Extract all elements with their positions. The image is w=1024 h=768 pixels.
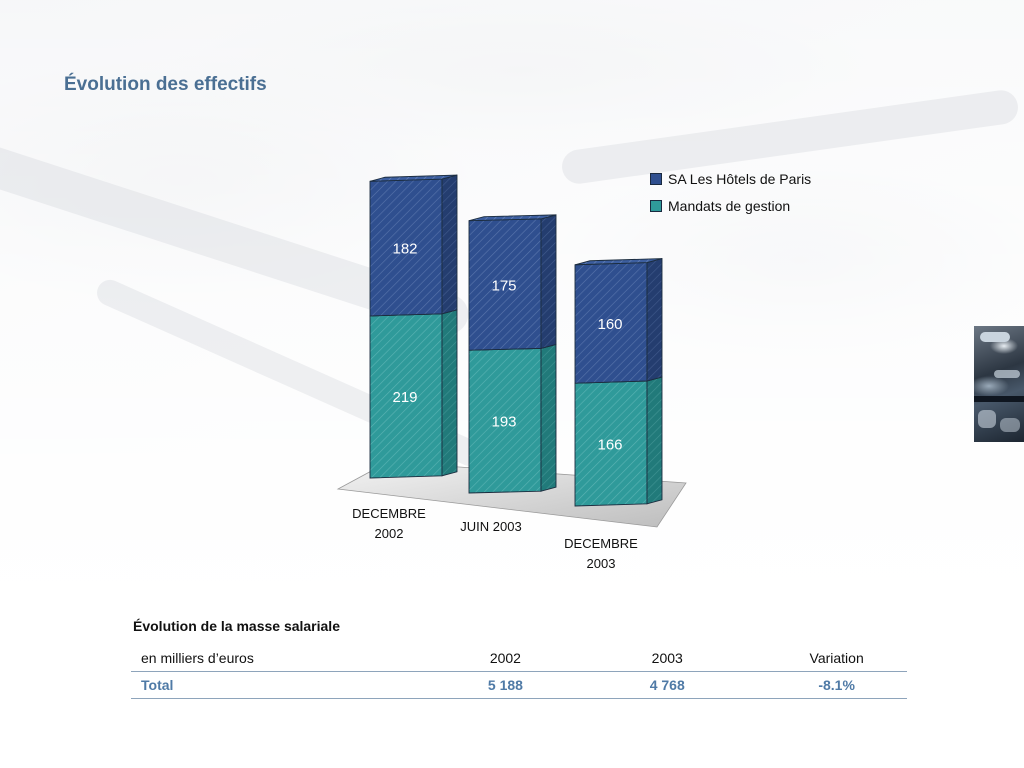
salary-table: en milliers d’euros 2002 2003 Variation …	[131, 645, 907, 699]
bar-top-upper	[369, 174, 458, 182]
table-header-cell: Variation	[766, 645, 907, 672]
category-label: 2003	[587, 556, 616, 571]
bar-value-label: 193	[491, 414, 516, 431]
legend-swatch-blue	[650, 172, 662, 185]
page-title: Évolution des effectifs	[64, 74, 267, 95]
bar-value-label: 160	[597, 316, 622, 333]
legend-item: SA Les Hôtels de Paris	[650, 165, 811, 192]
bar-top-upper	[574, 258, 663, 266]
category-label: 2002	[375, 526, 404, 541]
stacked-bar-chart: 219 182 DECEMBRE 2002 193 175 JUIN 2003 166 160 D…	[336, 174, 687, 571]
table-total-row: Total 5 188 4 768 -8.1%	[131, 671, 907, 699]
bar-side-upper	[540, 214, 557, 349]
section-title: Évolution de la masse salariale	[133, 618, 340, 634]
legend-label: Mandats de gestion	[668, 197, 791, 214]
legend-label: SA Les Hôtels de Paris	[668, 170, 812, 187]
legend-swatch-teal	[650, 199, 662, 212]
category-label: DECEMBRE	[352, 506, 426, 521]
bar-value-label: 182	[392, 241, 417, 258]
bar-side-lower	[441, 309, 458, 477]
table-header-cell: 2002	[442, 645, 569, 672]
bar-top-upper	[468, 214, 557, 222]
bar-value-label: 166	[597, 437, 622, 454]
table-header-cell: 2003	[568, 645, 767, 672]
bar-side-upper	[441, 174, 458, 315]
bar-value-label: 219	[392, 389, 417, 406]
category-label: DECEMBRE	[564, 536, 638, 551]
bar-side-upper	[646, 258, 663, 382]
table-header-row: en milliers d’euros 2002 2003 Variation	[131, 645, 907, 672]
category-label: JUIN 2003	[460, 519, 521, 534]
labels-layer: 219 182 DECEMBRE 2002 193 175 JUIN 2003 166 160 D…	[352, 241, 638, 571]
bars-layer	[369, 174, 663, 507]
table-cell: 5 188	[442, 671, 569, 699]
bar-side-lower	[646, 376, 663, 505]
bar-side-lower	[540, 343, 557, 492]
bar-value-label: 175	[491, 277, 516, 294]
chart-legend: SA Les Hôtels de Paris Mandats de gestio…	[650, 165, 811, 219]
table-cell: 4 768	[568, 671, 767, 699]
table-header-cell: en milliers d’euros	[131, 645, 443, 672]
table-cell: -8.1%	[766, 671, 907, 699]
engine-photo	[974, 326, 1024, 442]
table-cell: Total	[131, 671, 443, 699]
legend-item: Mandats de gestion	[650, 192, 811, 219]
